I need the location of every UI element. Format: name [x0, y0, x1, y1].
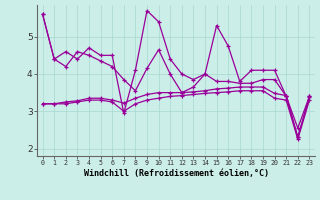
X-axis label: Windchill (Refroidissement éolien,°C): Windchill (Refroidissement éolien,°C)	[84, 169, 268, 178]
